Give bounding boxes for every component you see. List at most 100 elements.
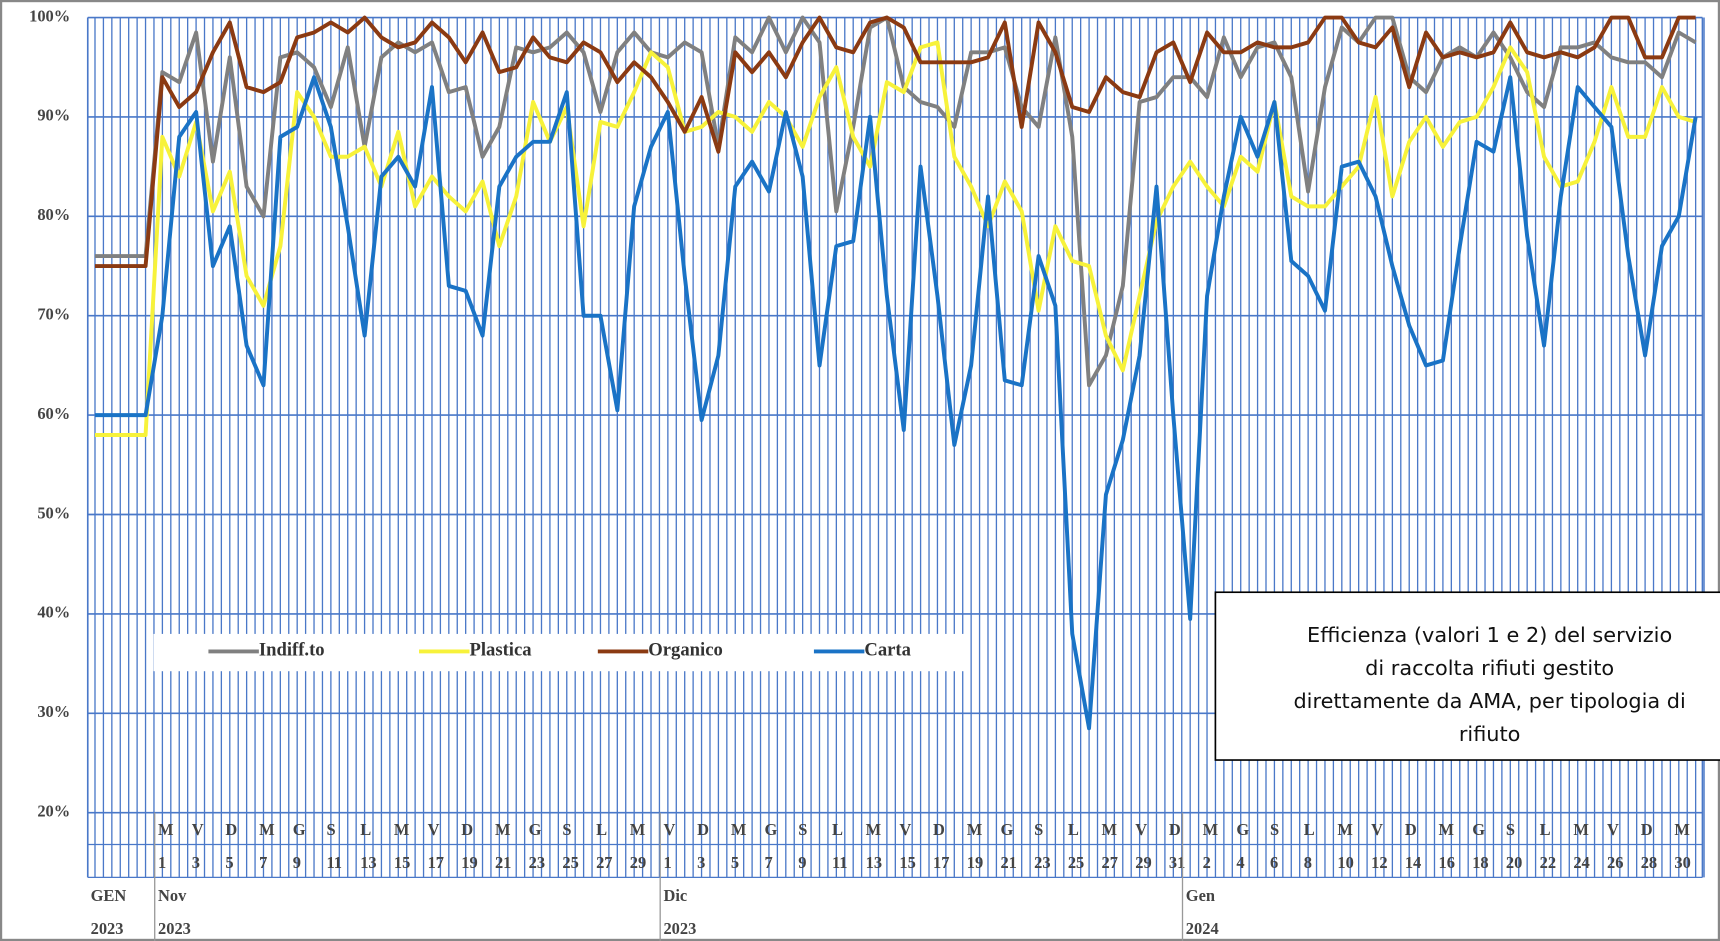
weekday-label: M xyxy=(1573,820,1589,839)
x-tick-label: 25 xyxy=(1068,853,1084,872)
x-tick-label: 19 xyxy=(967,853,983,872)
x-tick-label: 7 xyxy=(765,853,773,872)
x-tick-label: 4 xyxy=(1236,853,1244,872)
y-tick-label: 30% xyxy=(37,702,70,721)
weekday-label: S xyxy=(1034,820,1043,839)
x-tick-label: 21 xyxy=(495,853,511,872)
weekday-label: D xyxy=(697,820,709,839)
x-tick-label: 15 xyxy=(394,853,410,872)
x-tick-label: 23 xyxy=(1034,853,1050,872)
weekday-label: V xyxy=(428,820,440,839)
x-tick-label: 17 xyxy=(428,853,444,872)
x-tick-label: 13 xyxy=(866,853,882,872)
weekday-label: M xyxy=(731,820,747,839)
x-tick-label: 8 xyxy=(1304,853,1312,872)
y-tick-label: 40% xyxy=(37,603,70,622)
weekday-label: M xyxy=(967,820,983,839)
x-tick-label: 10 xyxy=(1337,853,1353,872)
x-tick-label: 23 xyxy=(529,853,545,872)
weekday-label: M xyxy=(259,820,275,839)
weekday-label: M xyxy=(1439,820,1455,839)
year-label: 2024 xyxy=(1186,919,1219,938)
x-tick-label: 31 xyxy=(1169,853,1185,872)
year-label: 2023 xyxy=(91,919,124,938)
weekday-label: S xyxy=(1270,820,1279,839)
weekday-label: S xyxy=(326,820,335,839)
x-tick-label: 18 xyxy=(1472,853,1488,872)
y-tick-label: 60% xyxy=(37,404,70,423)
weekday-label: M xyxy=(630,820,646,839)
weekday-label: G xyxy=(1000,820,1013,839)
weekday-label: M xyxy=(1102,820,1118,839)
x-tick-label: 11 xyxy=(326,853,342,872)
x-tick-label: 22 xyxy=(1540,853,1556,872)
x-tick-label: 29 xyxy=(630,853,646,872)
weekday-label: M xyxy=(866,820,882,839)
x-tick-label: 5 xyxy=(225,853,233,872)
weekday-label: M xyxy=(495,820,511,839)
series-line xyxy=(94,75,1698,731)
x-tick-label: 26 xyxy=(1607,853,1623,872)
weekday-label: M xyxy=(1674,820,1690,839)
x-tick-label: 1 xyxy=(663,853,671,872)
x-tick-label: 20 xyxy=(1506,853,1522,872)
legend-label: Indiff.to xyxy=(259,640,325,661)
weekday-label: L xyxy=(1068,820,1079,839)
x-tick-label: 6 xyxy=(1270,853,1278,872)
y-tick-label: 70% xyxy=(37,305,70,324)
weekday-label: L xyxy=(832,820,843,839)
weekday-label: G xyxy=(529,820,542,839)
x-tick-label: 24 xyxy=(1573,853,1589,872)
month-label: Gen xyxy=(1186,886,1215,905)
x-tick-label: 5 xyxy=(731,853,739,872)
weekday-label: V xyxy=(663,820,675,839)
weekday-label: D xyxy=(225,820,237,839)
weekday-label: D xyxy=(933,820,945,839)
x-tick-label: 27 xyxy=(1102,853,1118,872)
weekday-label: M xyxy=(1203,820,1219,839)
x-tick-label: 14 xyxy=(1405,853,1421,872)
note-box xyxy=(1214,591,1720,761)
weekday-label: L xyxy=(1304,820,1315,839)
series-line xyxy=(94,15,1696,269)
year-label: 2023 xyxy=(158,919,191,938)
series-line xyxy=(94,15,1697,388)
legend-label: Carta xyxy=(864,640,911,661)
month-label: Nov xyxy=(158,886,187,905)
x-tick-label: 28 xyxy=(1641,853,1657,872)
x-tick-label: 3 xyxy=(697,853,705,872)
month-label: GEN xyxy=(91,886,127,905)
x-tick-label: 16 xyxy=(1439,853,1455,872)
x-tick-label: 13 xyxy=(360,853,376,872)
x-tick-label: 25 xyxy=(562,853,578,872)
y-tick-label: 100% xyxy=(29,6,70,25)
x-tick-label: 7 xyxy=(259,853,267,872)
weekday-label: G xyxy=(293,820,306,839)
note-text: Efficienza (valori 1 e 2) del servizio xyxy=(1307,623,1672,647)
x-tick-label: 15 xyxy=(899,853,915,872)
weekday-label: M xyxy=(158,820,174,839)
y-tick-label: 90% xyxy=(37,106,70,125)
weekday-label: V xyxy=(1135,820,1147,839)
y-tick-label: 50% xyxy=(37,503,70,522)
x-tick-label: 1 xyxy=(158,853,166,872)
weekday-label: V xyxy=(1371,820,1383,839)
x-tick-label: 11 xyxy=(832,853,848,872)
x-tick-label: 29 xyxy=(1135,853,1151,872)
weekday-label: G xyxy=(1236,820,1249,839)
note-text: di raccolta rifiuti gestito xyxy=(1365,656,1614,680)
weekday-label: S xyxy=(798,820,807,839)
weekday-label: D xyxy=(1169,820,1181,839)
x-tick-label: 3 xyxy=(192,853,200,872)
weekday-label: L xyxy=(1540,820,1551,839)
x-tick-label: 9 xyxy=(798,853,806,872)
weekday-label: V xyxy=(899,820,911,839)
year-label: 2023 xyxy=(663,919,696,938)
x-tick-label: 9 xyxy=(293,853,301,872)
weekday-label: D xyxy=(1405,820,1417,839)
x-tick-label: 2 xyxy=(1203,853,1211,872)
weekday-label: M xyxy=(394,820,410,839)
note-text: rifiuto xyxy=(1459,722,1521,746)
